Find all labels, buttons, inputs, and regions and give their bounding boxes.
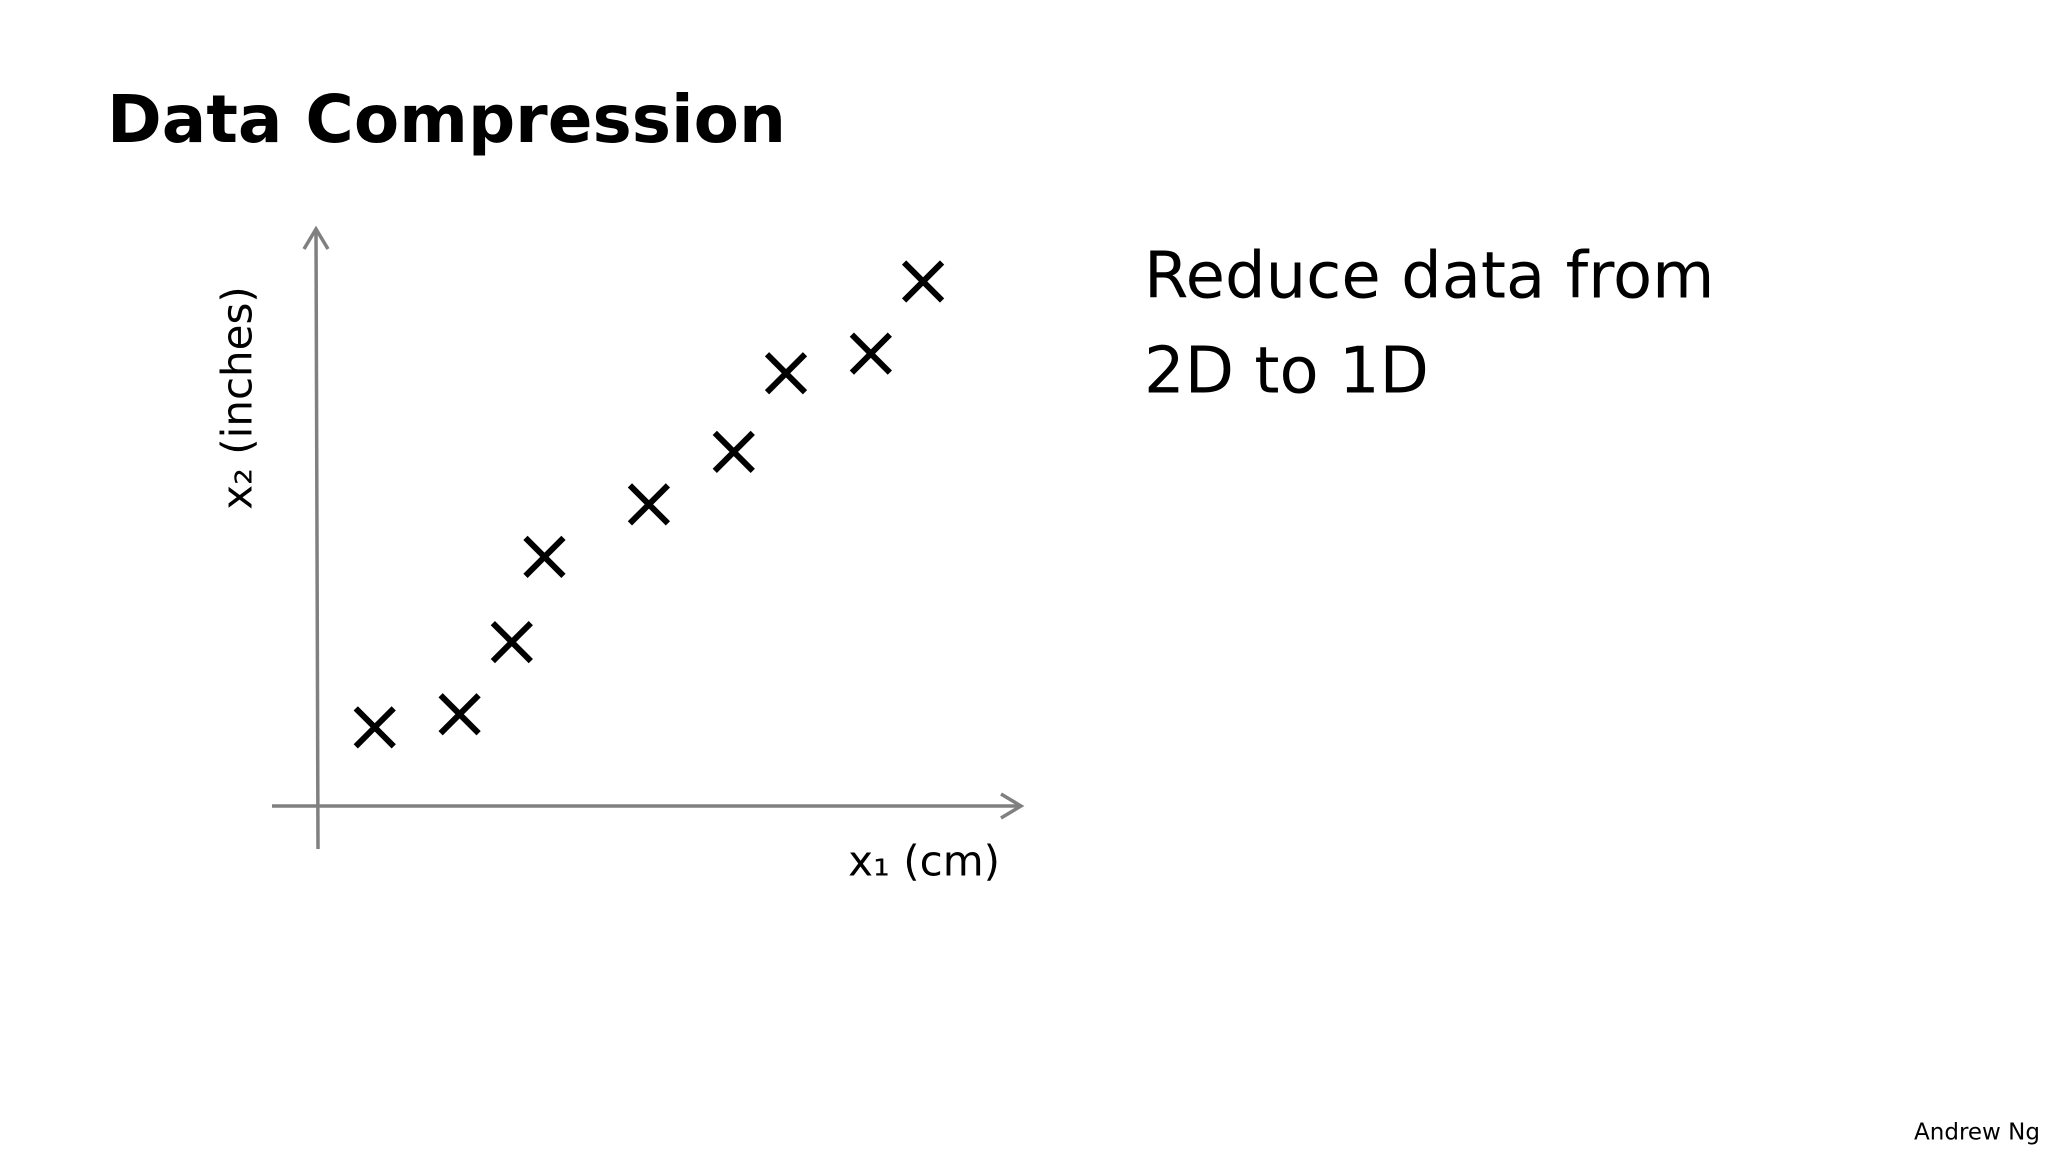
- footer: Andrew Ng: [1914, 1120, 2040, 1146]
- y-axis-label: x₂ (inches): [213, 286, 262, 510]
- data-point: [764, 352, 808, 395]
- data-point: [627, 483, 671, 526]
- x-axis-label: x₁ (cm): [848, 837, 1000, 886]
- data-point: [712, 430, 755, 474]
- y-axis-arrow: [302, 225, 330, 250]
- slide-text: Reduce data from: [1144, 240, 1715, 314]
- x-axis-arrow: [1000, 792, 1025, 820]
- data-point: [849, 332, 892, 375]
- data-point: [901, 260, 945, 303]
- data-point: [523, 535, 566, 578]
- slide-title: Data Compression: [107, 81, 786, 158]
- data-point: [490, 620, 533, 664]
- data-point: [353, 706, 396, 749]
- y-axis: [314, 228, 320, 850]
- data-point: [438, 693, 481, 736]
- slide-text: 2D to 1D: [1144, 335, 1429, 409]
